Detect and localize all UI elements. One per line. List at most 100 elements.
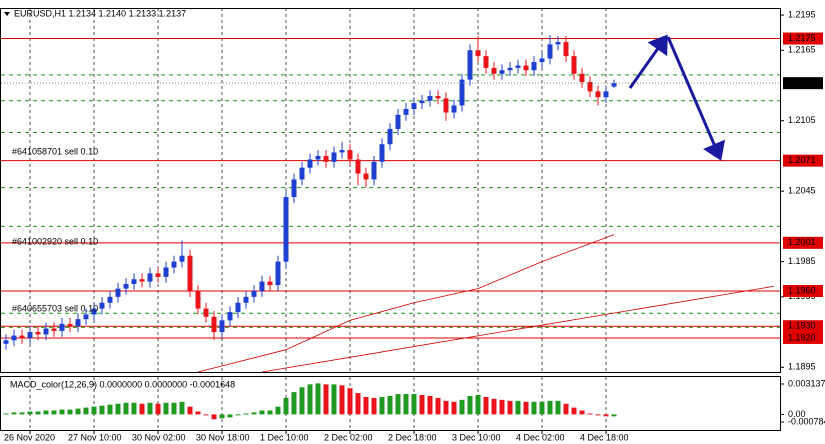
order-price-box xyxy=(783,236,823,249)
order-price-label: 1.1930 xyxy=(788,321,816,331)
order-price-label: 1.2175 xyxy=(788,33,816,43)
candle-body xyxy=(43,328,49,335)
x-tick-label: 2 Dec 18:00 xyxy=(388,432,437,442)
candle-body xyxy=(587,81,593,92)
macd-bar xyxy=(43,410,49,415)
order-label: #641002920 sell 0.10 xyxy=(12,236,98,246)
macd-bar xyxy=(491,398,497,415)
last-price-label: 1.2137 xyxy=(788,78,816,88)
candle-body xyxy=(499,70,505,74)
candle-body xyxy=(187,255,193,291)
candle-body xyxy=(363,173,369,180)
macd-bar xyxy=(243,413,249,415)
macd-bar xyxy=(171,402,177,415)
candle-body xyxy=(323,155,329,162)
candle-body xyxy=(571,56,577,74)
candle-body xyxy=(227,312,233,321)
candle-body xyxy=(579,73,585,82)
order-price-box xyxy=(783,154,823,167)
macd-bar xyxy=(611,414,617,417)
order-price-box xyxy=(783,284,823,297)
macd-bar xyxy=(603,414,609,417)
candle-body xyxy=(291,179,297,198)
x-tick-label: 1 Dec 10:00 xyxy=(260,432,309,442)
candle-body xyxy=(475,50,481,57)
x-tick-label: 30 Nov 18:00 xyxy=(196,432,250,442)
candle-body xyxy=(403,108,409,115)
macd-bar xyxy=(451,401,457,415)
forecast-arrow xyxy=(666,36,726,161)
macd-bar xyxy=(331,384,337,415)
candle-body xyxy=(243,296,249,303)
macd-bar xyxy=(235,414,241,416)
macd-bar xyxy=(595,414,601,416)
macd-bar xyxy=(555,400,561,415)
macd-bar xyxy=(219,414,225,419)
macd-bar xyxy=(411,394,417,415)
candle-body xyxy=(59,323,65,331)
macd-bar xyxy=(35,411,41,415)
macd-bar xyxy=(75,408,81,415)
candle-body xyxy=(83,314,89,320)
plot-layer: 26 Nov 2020 27 Nov 10:00 30 Nov 02:00 30 No… xyxy=(1,8,825,442)
macd-bar xyxy=(363,396,369,415)
candle-body xyxy=(283,197,289,262)
candle-body xyxy=(339,150,345,153)
macd-bar xyxy=(251,412,257,415)
x-tick-label: 26 Nov 2020 xyxy=(4,432,55,442)
y-tick-label: 1.2165 xyxy=(788,45,816,55)
x-tick-label: 4 Dec 02:00 xyxy=(516,432,565,442)
candle-body xyxy=(115,288,121,297)
candle-body xyxy=(203,308,209,317)
macd-bar xyxy=(563,403,569,415)
candle-body xyxy=(531,62,537,71)
macd-bar xyxy=(27,411,33,415)
macd-bar xyxy=(347,388,353,415)
candle-body xyxy=(107,296,113,303)
macd-bar xyxy=(267,410,273,415)
macd-bar xyxy=(467,395,473,415)
candle-body xyxy=(91,308,97,315)
macd-bar xyxy=(355,393,361,415)
macd-bar xyxy=(507,400,513,415)
candle-body xyxy=(123,283,129,289)
candle-body xyxy=(251,290,257,297)
candle-body xyxy=(491,67,497,74)
macd-bar xyxy=(443,400,449,415)
candle-body xyxy=(451,105,457,113)
candle-body xyxy=(563,42,569,57)
candle-body xyxy=(315,155,321,160)
candle-body xyxy=(483,56,489,68)
macd-bar xyxy=(539,401,545,415)
macd-bar xyxy=(83,407,89,415)
macd-bar xyxy=(475,395,481,415)
candle-body xyxy=(539,58,545,63)
macd-bar xyxy=(291,392,297,415)
macd-bar xyxy=(371,397,377,415)
candle-body xyxy=(67,323,73,327)
macd-bar xyxy=(315,383,321,415)
macd-bar xyxy=(211,414,217,420)
macd-bar xyxy=(483,396,489,415)
order-price-box xyxy=(783,320,823,333)
candle-body xyxy=(547,44,553,59)
candle-body xyxy=(235,302,241,313)
moving-average xyxy=(261,285,775,373)
macd-bar xyxy=(275,406,281,415)
macd-bar xyxy=(547,400,553,415)
candle-body xyxy=(195,290,201,309)
macd-bar xyxy=(203,414,209,416)
macd-bar xyxy=(387,395,393,415)
macd-bar xyxy=(259,410,265,415)
candle-body xyxy=(371,161,377,180)
macd-bar xyxy=(19,412,25,415)
candle-body xyxy=(75,319,81,327)
macd-bar xyxy=(587,413,593,415)
y-tick-label: 1.1985 xyxy=(788,256,816,266)
y-tick-label: -0.000784 xyxy=(788,416,825,426)
x-tick-label: 4 Dec 18:00 xyxy=(580,432,629,442)
macd-bar xyxy=(227,414,233,418)
candle-body xyxy=(387,128,393,145)
candle-body xyxy=(131,279,137,284)
order-price-box xyxy=(783,32,823,45)
